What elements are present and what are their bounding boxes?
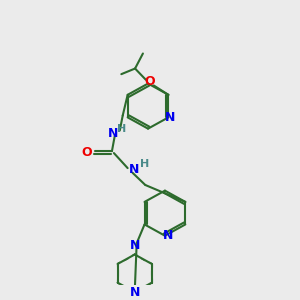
Text: O: O — [145, 75, 155, 88]
Text: O: O — [81, 146, 92, 159]
Text: N: N — [130, 286, 140, 298]
Text: N: N — [163, 229, 173, 242]
Text: N: N — [108, 127, 118, 140]
Text: H: H — [140, 159, 149, 169]
Text: H: H — [117, 124, 126, 134]
Text: N: N — [165, 111, 176, 124]
Text: N: N — [129, 164, 140, 176]
Text: N: N — [130, 238, 140, 252]
